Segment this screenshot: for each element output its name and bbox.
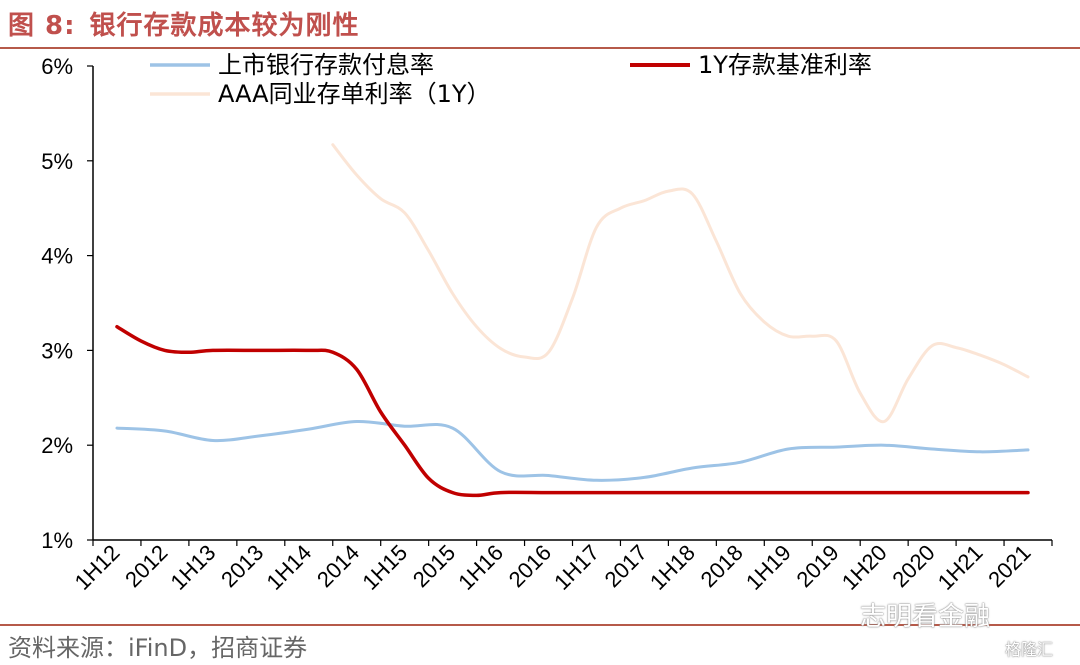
x-tick-label: 1H20 bbox=[837, 540, 892, 595]
series-line-2 bbox=[331, 143, 1030, 424]
x-tick-label: 2017 bbox=[600, 540, 652, 592]
watermark-sub: 格隆汇 bbox=[1005, 640, 1054, 659]
x-tick-label: 2012 bbox=[120, 540, 172, 592]
x-tick-label: 1H19 bbox=[741, 540, 796, 595]
legend-label-2: AAA同业存单利率（1Y） bbox=[218, 80, 491, 108]
y-tick-label: 4% bbox=[41, 244, 73, 269]
x-tick-label: 2021 bbox=[983, 540, 1035, 592]
figure-number: 图 8: bbox=[8, 11, 76, 41]
series-line-0 bbox=[115, 419, 1030, 482]
y-tick-label: 6% bbox=[41, 54, 73, 79]
x-tick-label: 2013 bbox=[216, 540, 268, 592]
x-tick-label: 2018 bbox=[696, 540, 748, 592]
y-tick-label: 1% bbox=[41, 528, 73, 553]
x-tick-label: 1H15 bbox=[357, 540, 412, 595]
legend-label-0: 上市银行存款付息率 bbox=[218, 51, 434, 79]
x-tick-label: 1H21 bbox=[933, 540, 988, 595]
x-tick-label: 1H17 bbox=[549, 540, 604, 595]
watermark: 志明看金融 bbox=[860, 602, 991, 632]
figure-title-text: 银行存款成本较为刚性 bbox=[89, 11, 360, 41]
x-tick-label: 2020 bbox=[887, 540, 939, 592]
x-tick-label: 2014 bbox=[312, 540, 364, 592]
y-tick-label: 3% bbox=[41, 338, 73, 363]
x-tick-label: 2019 bbox=[791, 540, 843, 592]
source-note: 资料来源：iFinD，招商证券 bbox=[8, 634, 308, 662]
legend-label-1: 1Y存款基准利率 bbox=[698, 51, 872, 79]
x-tick-label: 2015 bbox=[408, 540, 460, 592]
line-chart: 1% 2% 3% 4% 5% 6% 1H1220121H1320131H1420141H15… bbox=[41, 51, 1053, 595]
y-tick-label: 5% bbox=[41, 149, 73, 174]
series-line-1 bbox=[115, 324, 1030, 498]
x-tick-label: 1H13 bbox=[166, 540, 221, 595]
x-tick-label: 1H18 bbox=[645, 540, 700, 595]
title-rule bbox=[0, 47, 1080, 49]
x-tick-label: 1H14 bbox=[261, 540, 316, 595]
figure-title: 图 8: 银行存款成本较为刚性 bbox=[8, 8, 360, 44]
x-tick-label: 1H12 bbox=[70, 540, 125, 595]
x-tick-label: 1H16 bbox=[453, 540, 508, 595]
y-tick-label: 2% bbox=[41, 433, 73, 458]
x-tick-label: 2016 bbox=[504, 540, 556, 592]
footer-rule bbox=[0, 624, 1080, 626]
